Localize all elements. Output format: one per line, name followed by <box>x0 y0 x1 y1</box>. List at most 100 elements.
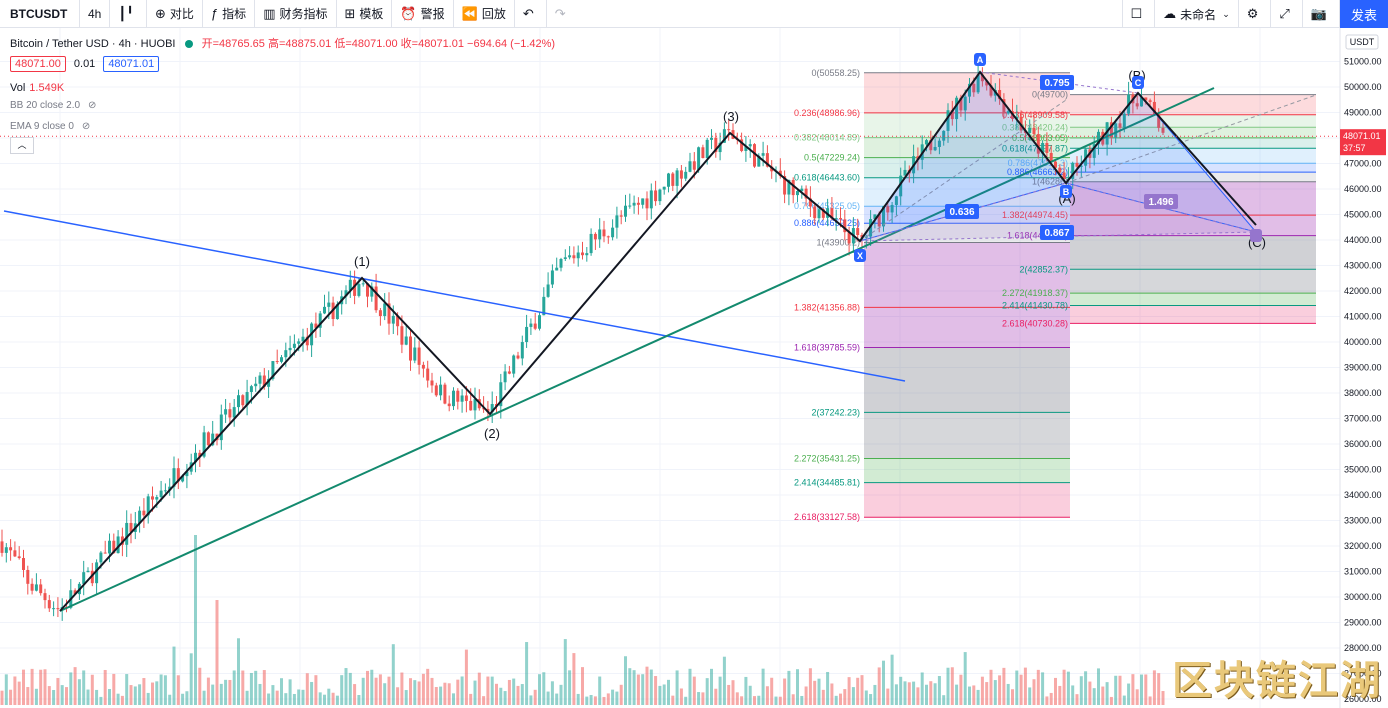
fib-level-label: 2.272(35431.25) <box>794 454 860 464</box>
symbol-search-button[interactable]: BTCUSDT <box>0 0 80 28</box>
fib-zone <box>1070 305 1316 324</box>
candles <box>0 63 1165 621</box>
candle-body <box>675 170 679 186</box>
candle-body <box>761 153 765 156</box>
wave-label-2: (2) <box>484 426 500 441</box>
candle-body <box>473 399 477 411</box>
candle-body <box>366 283 369 297</box>
undo-button[interactable]: ↶ <box>515 0 547 28</box>
redo-button[interactable]: ↷ <box>547 0 578 28</box>
candle-body <box>946 110 950 131</box>
sell-price-button[interactable]: 48071.00 <box>10 56 66 72</box>
volume-bar <box>542 672 546 705</box>
volume-indicator-legend[interactable]: Vol 1.549K <box>10 82 64 94</box>
price-chart[interactable]: 0(50558.25) 0.236(48986.96) 0.382(48014.89… <box>0 28 1388 708</box>
candle-body <box>692 161 696 170</box>
volume-bar <box>722 656 726 705</box>
fib-level-label: 1(46286) <box>1032 177 1068 187</box>
volume-bar <box>99 696 103 705</box>
fib-zone <box>864 137 1070 158</box>
volume-bar <box>133 686 137 705</box>
volume-bar <box>344 668 348 705</box>
alerts-button[interactable]: ⏰ 警报 <box>392 0 454 28</box>
volume-bar <box>727 684 731 705</box>
eye-off-icon[interactable]: ⊘ <box>88 100 97 111</box>
candle-body <box>533 323 537 329</box>
candle-body <box>834 218 838 220</box>
financials-button[interactable]: ▥ 财务指标 <box>255 0 337 28</box>
point-x-marker: X <box>857 251 863 261</box>
volume-bar <box>778 696 782 705</box>
volume-bar <box>258 683 262 705</box>
elliott-wave-path <box>59 70 1257 612</box>
publish-button[interactable]: 发表 <box>1339 0 1388 28</box>
candle-body <box>1045 142 1049 153</box>
buy-price-button[interactable]: 48071.01 <box>103 56 160 72</box>
candle-body <box>753 144 756 167</box>
candle-body <box>727 129 731 131</box>
layout-name-button[interactable]: ☁ 未命名 ⌄ <box>1155 0 1239 28</box>
collapse-legend-button[interactable]: ︿ <box>10 137 34 154</box>
volume-bar <box>765 686 769 705</box>
candle-body <box>370 286 374 297</box>
volume-bar <box>641 674 645 705</box>
volume-bar <box>550 681 554 705</box>
eye-off-icon[interactable]: ⊘ <box>81 121 91 132</box>
candle-body <box>1028 127 1032 133</box>
candle-body <box>765 153 769 167</box>
volume-bar <box>430 677 434 705</box>
candle-body <box>142 510 146 516</box>
candle-body <box>980 74 984 82</box>
volume-bar <box>138 684 142 705</box>
volume-bar <box>95 689 99 705</box>
candle-body <box>783 176 787 195</box>
volume-bar <box>808 668 812 705</box>
point-c-marker: C <box>1135 78 1142 88</box>
snapshot-button[interactable]: 📷 <box>1303 0 1340 28</box>
candle-body <box>228 409 232 418</box>
compare-button[interactable]: ⊕ 对比 <box>147 0 203 28</box>
replay-button[interactable]: ⏪ 回放 <box>454 0 515 28</box>
volume-bar <box>912 681 916 705</box>
fullscreen-layout-button[interactable]: ☐ <box>1121 0 1156 28</box>
candle-body <box>821 209 825 218</box>
fib-level-label: 0.786(47011.3) <box>1008 158 1068 168</box>
chart-type-button[interactable]: ┃╹ <box>110 0 148 28</box>
candle-body <box>804 188 808 199</box>
candle-body <box>576 252 580 259</box>
volume-bar <box>219 683 223 705</box>
candle-body <box>129 522 133 532</box>
expand-button[interactable]: ⤢ <box>1271 0 1303 28</box>
bar-chart-icon: ▥ <box>263 5 276 21</box>
templates-button[interactable]: ⊞ 模板 <box>337 0 393 28</box>
ema-indicator-legend[interactable]: EMA 9 close 0 ⊘ <box>10 121 90 132</box>
candle-body <box>43 593 47 601</box>
candle-body <box>701 147 705 159</box>
volume-bar <box>671 695 675 705</box>
settings-button[interactable]: ⚙ <box>1239 0 1272 28</box>
bb-indicator-legend[interactable]: BB 20 close 2.0 ⊘ <box>10 100 96 111</box>
candle-body <box>490 404 494 413</box>
candle-body <box>159 490 163 498</box>
candle-body <box>649 190 653 209</box>
candle-body <box>430 380 434 386</box>
candle-body <box>327 302 331 307</box>
volume-bar <box>933 683 937 705</box>
volume-bar <box>800 695 804 705</box>
volume-bar <box>292 693 296 705</box>
candle-body <box>211 433 215 446</box>
candle-body <box>619 215 623 217</box>
indicators-button[interactable]: ƒ 指标 <box>203 0 256 28</box>
volume-bar <box>443 682 447 705</box>
volume-bar <box>1140 674 1143 705</box>
candle-body <box>989 85 993 96</box>
interval-button[interactable]: 4h <box>80 0 111 28</box>
candle-body <box>1036 134 1040 154</box>
volume-bar <box>396 687 400 705</box>
volume-bar <box>241 670 245 705</box>
volume-bar <box>903 681 907 705</box>
candle-body <box>460 395 464 402</box>
volume-bar <box>679 688 683 705</box>
ratio-label: 0.636 <box>949 207 974 218</box>
candle-body <box>516 355 520 359</box>
